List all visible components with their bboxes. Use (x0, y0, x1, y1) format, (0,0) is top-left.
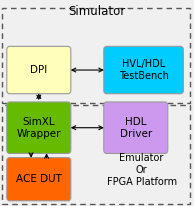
FancyBboxPatch shape (7, 158, 71, 201)
Text: Emulator
Or
FPGA Platform: Emulator Or FPGA Platform (107, 153, 177, 187)
Bar (2, 105, 190, 204)
Text: SimXL
Wrapper: SimXL Wrapper (16, 117, 61, 138)
Text: HVL/HDL
TestBench: HVL/HDL TestBench (119, 59, 169, 81)
Text: DPI: DPI (30, 65, 47, 75)
Bar (2, 8, 190, 103)
FancyBboxPatch shape (104, 102, 168, 153)
Text: Simulator: Simulator (68, 5, 126, 18)
FancyBboxPatch shape (7, 46, 71, 94)
FancyBboxPatch shape (104, 46, 183, 94)
FancyBboxPatch shape (7, 102, 71, 153)
Text: ACE DUT: ACE DUT (16, 174, 62, 184)
Text: HDL
Driver: HDL Driver (120, 117, 152, 138)
